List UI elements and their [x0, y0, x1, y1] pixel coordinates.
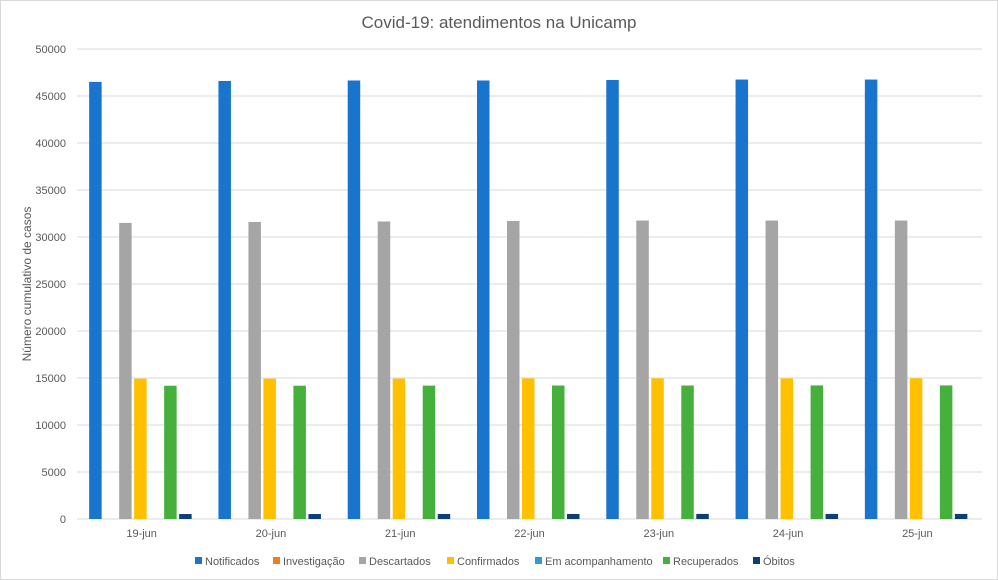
legend-swatch [273, 557, 280, 564]
legend-swatch [195, 557, 202, 564]
y-tick-label: 30000 [35, 232, 66, 244]
y-tick-label: 10000 [35, 420, 66, 432]
bar-descartados [507, 221, 520, 519]
chart-title: Covid-19: atendimentos na Unicamp [362, 13, 637, 32]
legend-swatch [753, 557, 760, 564]
bar-confirmados [263, 378, 276, 519]
bar-descartados [119, 222, 132, 519]
bar-óbitos [437, 513, 451, 519]
bar-óbitos [179, 514, 192, 519]
bar-notificados [606, 80, 619, 520]
bar-notificados [218, 80, 231, 520]
y-axis-label: Número cumulativo de casos [20, 207, 34, 362]
x-tick-label: 21-jun [385, 528, 416, 540]
y-tick-label: 20000 [35, 326, 66, 338]
bar-notificados [347, 80, 361, 520]
bar-confirmados [780, 378, 794, 519]
legend-item: Recuperados [663, 556, 739, 568]
bar-confirmados [522, 378, 535, 519]
legend-item: Confirmados [447, 556, 520, 568]
bar-descartados [894, 220, 908, 520]
legend-item: Descartados [359, 556, 431, 568]
bar-descartados [377, 221, 391, 520]
bar-óbitos [825, 513, 839, 519]
bar-confirmados [134, 378, 147, 519]
legend-label: Notificados [205, 556, 260, 568]
y-tick-label: 50000 [35, 44, 66, 56]
legend-swatch [359, 557, 366, 564]
y-tick-label: 45000 [35, 91, 66, 103]
bar-recuperados [810, 385, 824, 519]
bar-óbitos [954, 513, 968, 519]
y-tick-label: 25000 [35, 279, 66, 291]
legend-swatch [447, 557, 454, 564]
bar-confirmados [909, 378, 923, 519]
bar-recuperados [552, 385, 565, 519]
bar-recuperados [681, 385, 694, 519]
legend-item: Investigação [273, 556, 345, 568]
x-tick-label: 20-jun [256, 528, 287, 540]
bar-confirmados [651, 378, 664, 519]
y-tick-label: 0 [60, 514, 66, 526]
bar-óbitos [308, 514, 321, 519]
y-tick-label: 35000 [35, 185, 66, 197]
legend-swatch [535, 557, 542, 564]
bar-recuperados [293, 385, 306, 519]
x-tick-label: 22-jun [514, 528, 545, 540]
y-tick-label: 40000 [35, 138, 66, 150]
bar-notificados [864, 79, 878, 520]
legend-label: Recuperados [673, 556, 739, 568]
y-tick-label: 15000 [35, 373, 66, 385]
bar-recuperados [164, 385, 177, 519]
bar-óbitos [567, 513, 580, 519]
bar-notificados [89, 81, 102, 520]
legend-item: Óbitos [753, 555, 795, 568]
legend-item: Notificados [195, 556, 260, 568]
bar-notificados [477, 80, 490, 520]
x-tick-label: 24-jun [773, 528, 804, 540]
bar-recuperados [939, 385, 953, 519]
bar-descartados [765, 220, 779, 520]
legend-item: Em acompanhamento [535, 556, 653, 568]
y-tick-label: 5000 [42, 467, 66, 479]
legend-label: Descartados [369, 556, 431, 568]
legend-label: Investigação [283, 556, 345, 568]
legend-label: Óbitos [763, 555, 795, 568]
bar-descartados [248, 221, 261, 519]
bar-descartados [636, 220, 649, 520]
bar-confirmados [392, 378, 406, 519]
x-tick-label: 19-jun [126, 528, 157, 540]
legend-label: Em acompanhamento [545, 556, 653, 568]
legend-label: Confirmados [457, 556, 520, 568]
bar-óbitos [696, 513, 709, 519]
legend-swatch [663, 557, 670, 564]
bar-notificados [735, 79, 749, 520]
x-tick-label: 25-jun [902, 528, 933, 540]
x-tick-label: 23-jun [643, 528, 674, 540]
bar-recuperados [422, 385, 436, 519]
